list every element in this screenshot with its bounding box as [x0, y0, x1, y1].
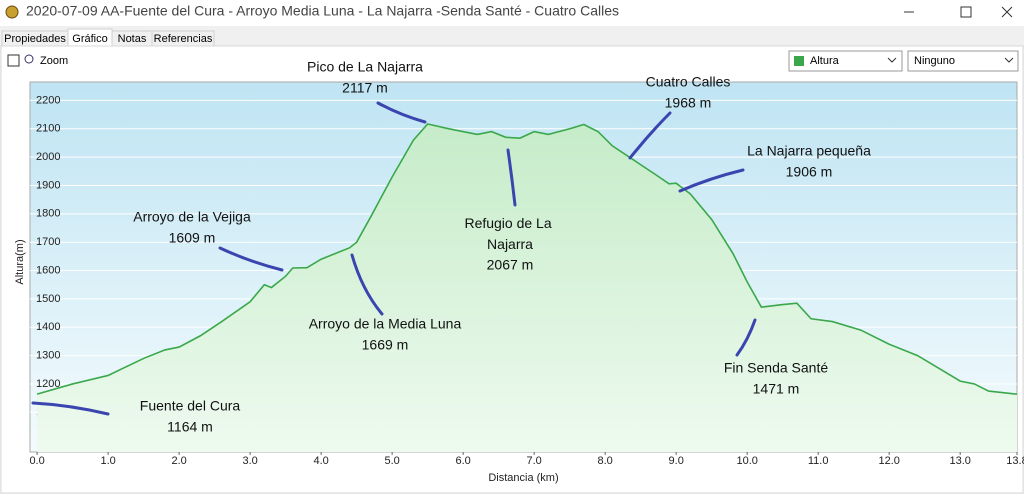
y-tick-label: 1500 [36, 293, 60, 305]
tab-label: Gráfico [72, 33, 107, 45]
annotation-pointer [218, 246, 284, 272]
tab-label: Propiedades [4, 33, 66, 45]
annotation-text: Cuatro Calles [646, 74, 731, 90]
annotation-value: 1164 m [167, 419, 213, 435]
annotation-value: 1968 m [665, 95, 712, 111]
x-axis-label: Distancia (km) [488, 472, 558, 484]
x-tick-label: 8.0 [598, 455, 613, 467]
annotation-pointer [735, 318, 757, 357]
tab-label: Notas [118, 33, 147, 45]
x-tick-label: 10.0 [736, 455, 757, 467]
zoom-checkbox[interactable] [7, 54, 20, 67]
legend-swatch [794, 56, 804, 66]
tab-label: Referencias [154, 33, 213, 45]
title-bar [0, 0, 1024, 26]
x-tick-label: 5.0 [384, 455, 399, 467]
zoom-icon [24, 54, 34, 64]
annotation-text: Refugio de La Najarra [464, 215, 555, 252]
annotation-text: Fin Senda Santé [724, 360, 829, 376]
close-button[interactable] [1001, 6, 1013, 18]
annotation-value: 1906 m [786, 164, 833, 180]
annotation-value: 1669 m [362, 337, 409, 353]
x-tick-label: 1.0 [100, 455, 115, 467]
x-tick-label: 7.0 [527, 455, 542, 467]
annotation-text: Pico de La Najarra [307, 59, 423, 75]
tab-bar: Propiedades Gráfico Notas Referencias [1, 28, 215, 48]
annotation-value: 1471 m [753, 381, 800, 397]
annotation-pointer [350, 253, 384, 316]
annotation-pointer [376, 101, 427, 124]
x-tick-label: 0.0 [29, 455, 44, 467]
legend-label: Altura [810, 55, 840, 67]
y-tick-label: 2100 [36, 123, 60, 135]
profile-line [36, 123, 1018, 395]
y-tick-label: 1700 [36, 236, 60, 248]
x-tick-label: 2.0 [171, 455, 186, 467]
zoom-label: Zoom [40, 55, 68, 67]
x-tick-label: 4.0 [313, 455, 328, 467]
window-title: 2020-07-09 AA-Fuente del Cura - Arroyo M… [26, 3, 619, 19]
maximize-button[interactable] [960, 6, 972, 18]
annotation-value: 1609 m [169, 230, 216, 246]
app-icon [5, 5, 19, 19]
annotation-value: 2117 m [342, 80, 388, 96]
annotation-text: Arroyo de la Media Luna [309, 316, 462, 332]
y-tick-label: 2200 [36, 94, 60, 106]
x-tick-label: 13.8 [1006, 455, 1024, 467]
chart: 1100120013001400150016001700180019002000… [14, 59, 1024, 484]
y-tick-label: 1900 [36, 179, 60, 191]
dropdown-arrow [887, 57, 897, 63]
y-tick-label: 1400 [36, 321, 60, 333]
y-tick-label: 2000 [36, 151, 60, 163]
y-tick-label: 1200 [36, 378, 60, 390]
area [37, 123, 1018, 453]
x-tick-label: 9.0 [669, 455, 684, 467]
annotation-text: Arroyo de la Vejiga [133, 209, 251, 225]
annotation-pointer [31, 401, 110, 416]
secondary-label: Ninguno [914, 55, 955, 67]
annotation-pointer [678, 168, 745, 193]
annotation-pointer [628, 111, 672, 160]
annotation-pointer [506, 148, 517, 207]
series-dropdown[interactable] [788, 50, 903, 72]
secondary-dropdown[interactable] [907, 50, 1019, 72]
y-tick-label: 1600 [36, 264, 60, 276]
x-tick-label: 12.0 [878, 455, 899, 467]
x-tick-label: 11.0 [808, 455, 829, 467]
y-tick-label: 1800 [36, 208, 60, 220]
annotation-value: 2067 m [487, 257, 534, 273]
annotation-text: La Najarra pequeña [747, 143, 871, 159]
x-tick-label: 3.0 [242, 455, 257, 467]
y-axis-label: Altura(m) [14, 239, 26, 284]
annotation-text: Fuente del Cura [140, 398, 241, 414]
x-tick-label: 13.0 [949, 455, 970, 467]
dropdown-arrow [1004, 57, 1014, 63]
y-tick-label: 1300 [36, 350, 60, 362]
x-tick-label: 6.0 [455, 455, 470, 467]
